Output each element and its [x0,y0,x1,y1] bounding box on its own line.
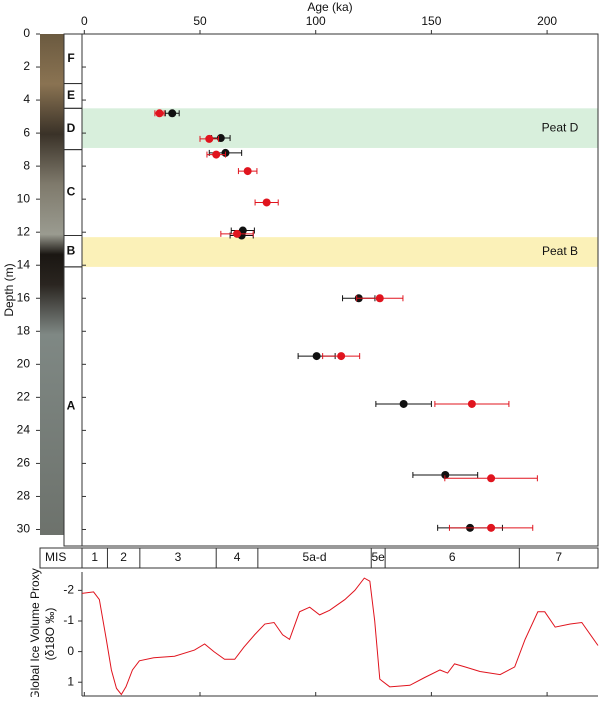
y-tick-label: 0 [23,26,30,40]
y-tick-label: 18 [17,323,31,337]
band-label: Peat B [542,244,578,258]
ice-curve [81,577,599,696]
mis-stage: 5e [371,550,385,564]
x-tick-label: 0 [81,14,88,28]
core-photo [40,34,64,535]
unit-label: D [67,121,76,135]
y-tick-label: 4 [23,92,30,106]
y-tick-label: -1 [63,613,74,627]
mis-stage: 7 [555,550,562,564]
mis-stage: 1 [91,550,98,564]
x-axis-label: Age (ka) [307,0,352,14]
y-tick-label: 14 [17,257,31,271]
point [467,399,476,408]
mis-stage: 5a-d [303,550,327,564]
x-tick-label: 100 [306,14,326,28]
band [82,108,598,148]
y-tick-label: -2 [63,583,74,597]
y-tick-label: 1 [67,674,74,688]
y-tick-label: 24 [17,423,31,437]
y-tick-label: 20 [17,356,31,370]
point [375,294,384,303]
mis-stage: 2 [120,550,127,564]
point [441,470,450,479]
point [243,167,252,176]
point [262,198,271,207]
point [312,352,321,361]
unit-label: C [67,185,76,199]
y-tick-label: 26 [17,456,31,470]
y-tick-label: 30 [17,522,31,536]
unit-label: F [67,51,74,65]
point [155,109,164,118]
unit-label: E [67,88,75,102]
point [233,229,242,238]
y-tick-label: 0 [67,644,74,658]
x-tick-label: 150 [421,14,441,28]
mis-stage: 3 [175,550,182,564]
y-tick-label: 8 [23,158,30,172]
point [168,109,177,118]
y-tick-label: 2 [23,59,30,73]
point [337,352,346,361]
mis-stage: 4 [234,550,241,564]
point [399,399,408,408]
band-label: Peat D [542,120,579,134]
y-tick-label: 12 [17,224,31,238]
point [487,474,496,483]
plot-frame [81,33,599,547]
y-axis-label: Global Ice Volume Proxy [28,568,42,697]
y-tick-label: 6 [23,125,30,139]
point [205,134,214,143]
band [82,237,598,267]
y-tick-label: 10 [17,191,31,205]
unit-label: B [67,243,76,257]
mis-stage: 6 [449,550,456,564]
point [212,150,221,159]
x-tick-label: 50 [193,14,207,28]
y-axis-label: Depth (m) [2,263,16,316]
y-tick-label: 28 [17,489,31,503]
y-tick-label: 16 [17,290,31,304]
x-tick-label: 200 [537,14,557,28]
mis-label: MIS [45,550,66,564]
unit-label: A [67,399,76,413]
y-tick-label: 22 [17,390,31,404]
point [487,523,496,532]
y-axis-label: (δ18O ‰) [43,608,57,661]
